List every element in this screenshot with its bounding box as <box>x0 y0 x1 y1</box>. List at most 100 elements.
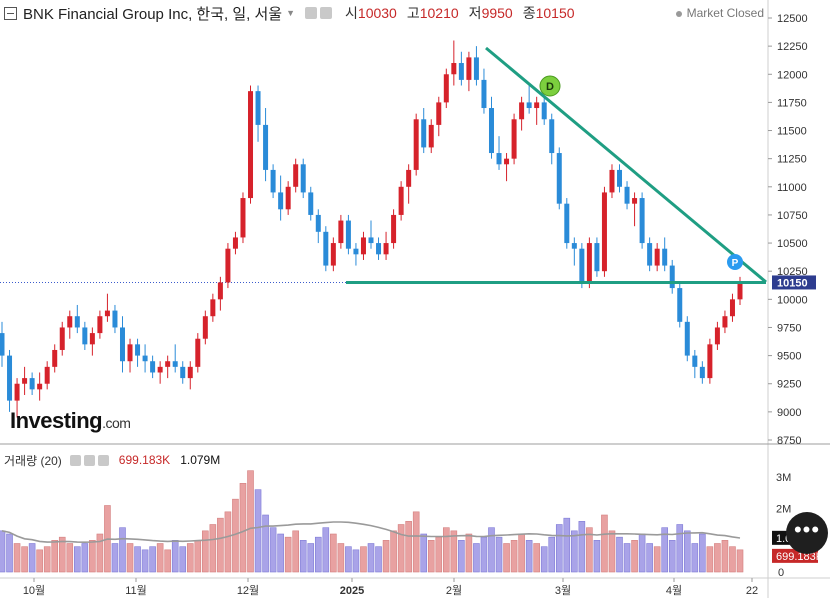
volume-close-icon[interactable] <box>97 454 109 466</box>
candle-body[interactable] <box>29 378 35 390</box>
candle-body[interactable] <box>534 102 540 109</box>
candle-body[interactable] <box>44 366 50 384</box>
candle-body[interactable] <box>248 91 254 199</box>
candle-body[interactable] <box>564 203 570 244</box>
candle-body[interactable] <box>308 192 314 215</box>
candle-body[interactable] <box>300 164 306 193</box>
candle-body[interactable] <box>330 243 336 266</box>
candle-body[interactable] <box>601 192 607 272</box>
candle-body[interactable] <box>632 198 638 204</box>
candle-body[interactable] <box>398 186 404 215</box>
candle-body[interactable] <box>504 158 510 165</box>
candle-body[interactable] <box>458 63 464 80</box>
candle-body[interactable] <box>647 243 653 266</box>
candle-body[interactable] <box>22 378 28 384</box>
candle-body[interactable] <box>7 355 13 401</box>
candle-body[interactable] <box>89 333 95 345</box>
candle-body[interactable] <box>127 344 133 362</box>
visibility-icon[interactable] <box>320 7 333 19</box>
volume-label[interactable]: 거래량 (20) <box>4 453 62 468</box>
candle-body[interactable] <box>353 248 359 255</box>
candle-body[interactable] <box>428 124 434 148</box>
candle-body[interactable] <box>383 243 389 255</box>
collapse-icon[interactable] <box>4 6 17 20</box>
candle-body[interactable] <box>142 355 148 362</box>
candle-body[interactable] <box>488 108 494 154</box>
candle-body[interactable] <box>104 310 110 317</box>
more-options-button[interactable]: ••• <box>786 512 828 554</box>
candle-body[interactable] <box>654 248 660 266</box>
candle-body[interactable] <box>421 119 427 148</box>
candle-body[interactable] <box>526 102 532 109</box>
candle-body[interactable] <box>722 316 728 328</box>
chevron-down-icon[interactable]: ▼ <box>286 8 296 18</box>
candle-body[interactable] <box>609 169 615 193</box>
candle-body[interactable] <box>541 102 547 120</box>
candle-body[interactable] <box>714 327 720 345</box>
candle-body[interactable] <box>278 192 284 210</box>
candle-body[interactable] <box>466 57 472 80</box>
candle-body[interactable] <box>293 164 299 187</box>
candle-body[interactable] <box>338 220 344 244</box>
candle-body[interactable] <box>180 366 186 379</box>
candle-body[interactable] <box>67 316 73 328</box>
candle-body[interactable] <box>624 186 630 204</box>
candle-body[interactable] <box>443 74 449 103</box>
candle-body[interactable] <box>662 248 668 266</box>
candle-body[interactable] <box>496 153 502 165</box>
candle-body[interactable] <box>37 383 43 390</box>
candle-body[interactable] <box>112 310 118 328</box>
candle-body[interactable] <box>729 299 735 317</box>
candle-body[interactable] <box>240 198 246 238</box>
candle-body[interactable] <box>406 169 412 187</box>
candle-body[interactable] <box>195 338 201 367</box>
candle-body[interactable] <box>210 299 216 317</box>
candle-body[interactable] <box>617 169 623 187</box>
candle-body[interactable] <box>323 231 329 266</box>
marker-p[interactable] <box>727 254 743 270</box>
candle-body[interactable] <box>263 124 269 170</box>
candle-body[interactable] <box>59 327 65 350</box>
candle-body[interactable] <box>511 119 517 159</box>
candle-body[interactable] <box>232 237 238 249</box>
candle-body[interactable] <box>255 91 261 125</box>
candle-body[interactable] <box>549 119 555 154</box>
volume-settings-icon[interactable] <box>69 454 81 466</box>
candle-body[interactable] <box>119 327 125 362</box>
candle-body[interactable] <box>74 316 80 328</box>
symbol-title[interactable]: BNK Financial Group Inc, 한국, 일, 서울 <box>23 5 283 23</box>
candle-body[interactable] <box>481 79 487 109</box>
candle-body[interactable] <box>135 344 141 356</box>
candle-body[interactable] <box>692 355 698 367</box>
candle-body[interactable] <box>556 153 562 204</box>
candle-body[interactable] <box>707 344 713 379</box>
candle-body[interactable] <box>172 361 178 367</box>
candle-body[interactable] <box>97 316 103 334</box>
candle-body[interactable] <box>571 243 577 249</box>
candle-body[interactable] <box>345 220 351 249</box>
candle-body[interactable] <box>579 248 585 283</box>
candle-body[interactable] <box>669 265 675 289</box>
candle-body[interactable] <box>677 288 683 322</box>
candle-body[interactable] <box>157 366 163 373</box>
candle-body[interactable] <box>52 349 58 367</box>
candle-body[interactable] <box>270 169 276 193</box>
candle-body[interactable] <box>413 119 419 170</box>
candle-body[interactable] <box>187 366 193 379</box>
candle-body[interactable] <box>368 237 374 244</box>
candle-body[interactable] <box>285 186 291 210</box>
volume-visibility-icon[interactable] <box>83 454 95 466</box>
candle-body[interactable] <box>639 198 645 244</box>
candle-body[interactable] <box>684 321 690 356</box>
candle-body[interactable] <box>586 243 592 283</box>
candle-body[interactable] <box>699 366 705 379</box>
candle-body[interactable] <box>82 327 88 345</box>
candle-body[interactable] <box>150 361 156 373</box>
candle-body[interactable] <box>360 237 366 255</box>
candle-body[interactable] <box>165 361 171 367</box>
candle-body[interactable] <box>14 383 20 401</box>
candle-body[interactable] <box>391 214 397 244</box>
candle-body[interactable] <box>202 316 208 339</box>
candle-body[interactable] <box>519 102 525 120</box>
